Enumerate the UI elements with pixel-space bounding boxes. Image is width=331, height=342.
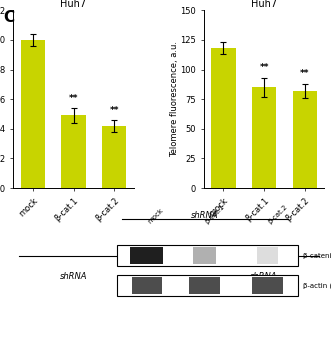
Bar <box>61 116 86 188</box>
Bar <box>189 277 220 294</box>
Text: C: C <box>3 10 15 25</box>
Text: mock: mock <box>147 207 165 225</box>
Bar <box>117 245 298 266</box>
Text: shRNA: shRNA <box>60 272 87 280</box>
Title: Huh7: Huh7 <box>251 0 277 10</box>
Bar <box>258 247 277 264</box>
Text: shRNA: shRNA <box>250 272 278 280</box>
Bar <box>252 277 283 294</box>
Text: β-cat.1: β-cat.1 <box>205 203 226 225</box>
Bar <box>130 247 163 264</box>
Text: **: ** <box>109 106 119 115</box>
Bar <box>21 40 45 188</box>
Text: β-actin (43 kD): β-actin (43 kD) <box>303 282 331 289</box>
Text: shRNA: shRNA <box>191 211 218 220</box>
Bar <box>117 275 298 296</box>
Bar <box>193 247 216 264</box>
Y-axis label: Telomere fluorescence, a.u.: Telomere fluorescence, a.u. <box>170 41 179 157</box>
Title: Huh7: Huh7 <box>61 0 87 10</box>
Bar <box>132 277 162 294</box>
Text: **: ** <box>300 69 309 78</box>
Bar <box>102 126 126 188</box>
Bar <box>252 87 276 188</box>
Text: β-cat.2: β-cat.2 <box>267 203 289 225</box>
Text: **: ** <box>259 64 269 73</box>
Text: β-catenin (94 kD): β-catenin (94 kD) <box>303 252 331 259</box>
Bar <box>211 48 236 188</box>
Bar <box>293 91 317 188</box>
Text: **: ** <box>69 94 78 103</box>
